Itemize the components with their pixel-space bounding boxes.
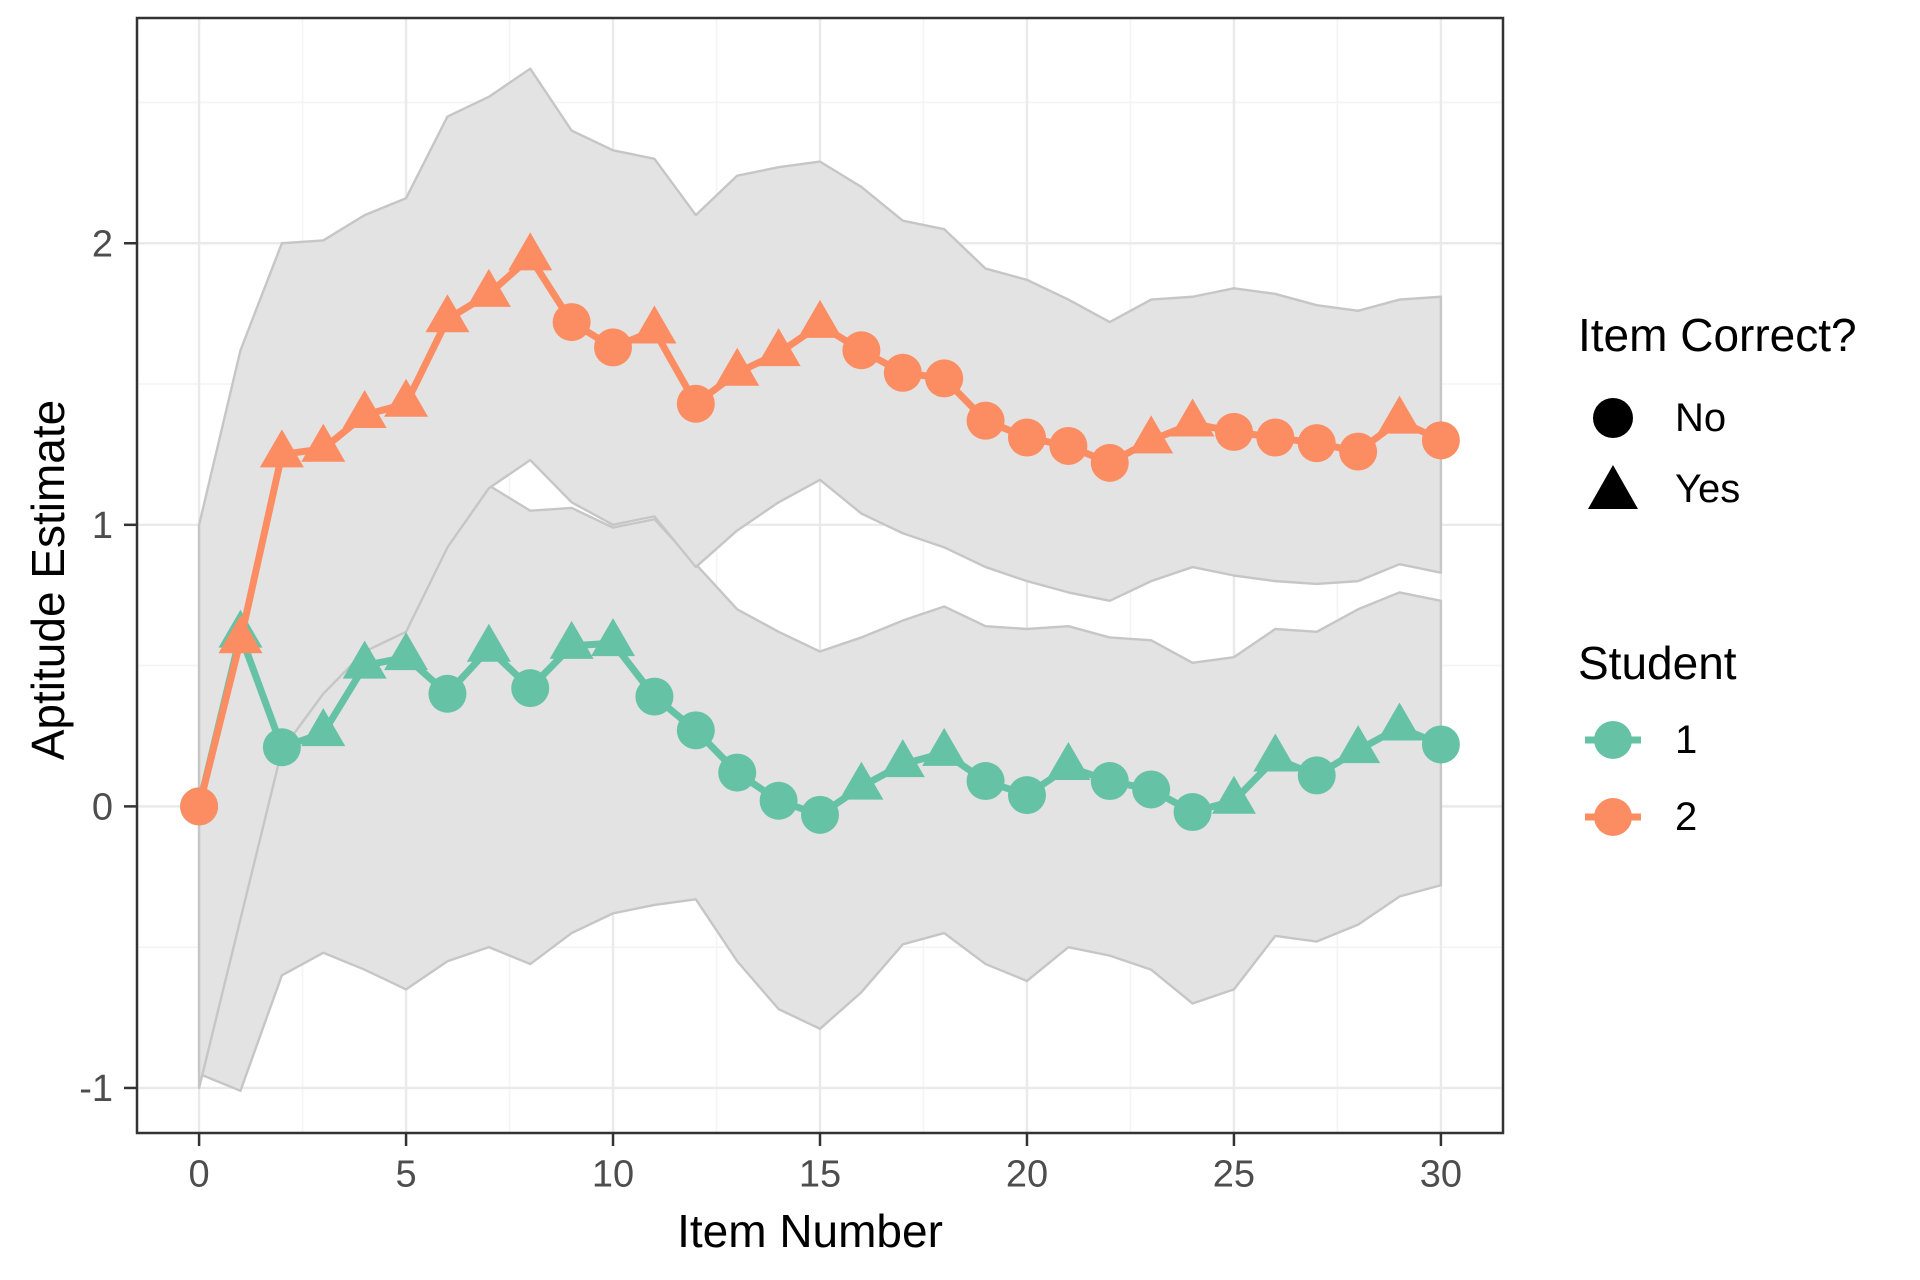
data-point-circle — [1007, 776, 1046, 815]
x-tick-label: 25 — [1213, 1153, 1255, 1195]
data-point-circle — [966, 762, 1005, 801]
data-point-triangle — [756, 328, 801, 367]
data-point-triangle — [549, 620, 594, 659]
data-point-circle — [883, 353, 922, 392]
data-point-circle — [1256, 418, 1295, 457]
data-point-triangle — [466, 623, 511, 662]
data-point-circle — [428, 674, 467, 713]
x-axis-title: Item Number — [677, 1205, 943, 1257]
panel-border — [135, 16, 1505, 1135]
data-point-circle — [1421, 421, 1460, 460]
data-point-triangle — [1253, 733, 1298, 772]
data-point-circle — [1007, 418, 1046, 457]
data-point-triangle — [342, 640, 387, 679]
data-point-triangle — [1211, 775, 1256, 814]
data-point-triangle — [1170, 398, 1215, 437]
legend-label-yes: Yes — [1675, 466, 1741, 511]
legend-item-student-1: 1 — [1585, 712, 1697, 768]
data-point-circle — [1339, 432, 1378, 471]
data-point-triangle — [1046, 741, 1091, 780]
data-point-triangle — [259, 429, 304, 468]
data-point-circle — [1090, 762, 1129, 801]
data-point-circle — [1297, 756, 1336, 795]
y-tick-label: 2 — [92, 223, 113, 265]
student-1-key-icon — [1585, 721, 1641, 759]
data-point-triangle — [1336, 725, 1381, 764]
x-tick-label: 30 — [1420, 1153, 1462, 1195]
data-point-triangle — [301, 708, 346, 747]
data-point-triangle — [301, 423, 346, 462]
legend-item-yes: Yes — [1585, 461, 1740, 517]
legend-item-no: No — [1585, 390, 1726, 446]
data-point-triangle — [1129, 415, 1174, 454]
data-point-circle — [262, 728, 301, 767]
circle-marker-icon — [1593, 398, 1633, 438]
x-tick-label: 0 — [189, 1153, 210, 1195]
data-point-circle — [180, 787, 219, 826]
data-point-triangle — [1377, 395, 1422, 434]
y-axis: -1 0 1 2 — [79, 223, 137, 1110]
data-point-circle — [676, 711, 715, 750]
data-point-circle — [842, 331, 881, 370]
data-point-circle — [511, 669, 550, 708]
x-axis: 0 5 10 15 20 25 30 — [189, 1133, 1462, 1195]
data-point-triangle — [342, 390, 387, 429]
data-point-circle — [1090, 443, 1129, 482]
data-point-triangle — [466, 268, 511, 307]
data-point-triangle — [384, 632, 429, 671]
data-point-triangle — [880, 739, 925, 778]
data-point-circle — [925, 359, 964, 398]
y-tick-label: -1 — [79, 1068, 113, 1110]
triangle-marker-icon — [1588, 465, 1638, 509]
data-point-circle — [1132, 770, 1171, 809]
student-2-key-icon — [1585, 798, 1641, 836]
confidence-ribbon-student-2 — [197, 67, 1443, 1090]
x-tick-label: 15 — [799, 1153, 841, 1195]
y-tick-label: 1 — [92, 505, 113, 547]
x-tick-label: 10 — [592, 1153, 634, 1195]
data-point-triangle — [591, 618, 636, 657]
y-axis-title: Aptitude Estimate — [22, 399, 74, 761]
x-tick-label: 5 — [395, 1153, 416, 1195]
data-point-triangle — [384, 378, 429, 417]
data-point-circle — [759, 781, 798, 820]
data-point-circle — [1214, 412, 1253, 451]
data-point-triangle — [839, 761, 884, 800]
data-point-triangle — [508, 232, 553, 271]
data-point-circle — [594, 328, 633, 367]
legend-title-item-correct: Item Correct? — [1578, 309, 1857, 361]
data-point-triangle — [798, 299, 842, 338]
data-point-triangle — [1377, 702, 1422, 741]
data-point-triangle — [425, 294, 470, 333]
data-point-triangle — [922, 727, 967, 766]
data-point-circle — [1049, 426, 1088, 465]
series-student-2 — [180, 232, 1460, 826]
data-point-triangle — [218, 615, 263, 654]
series-student-1 — [180, 609, 1460, 834]
y-tick-label: 0 — [92, 786, 113, 828]
data-point-circle — [1421, 725, 1460, 764]
confidence-ribbon-student-1 — [197, 484, 1443, 1092]
data-point-circle — [1297, 424, 1336, 463]
data-point-circle — [718, 753, 757, 792]
x-tick-label: 20 — [1006, 1153, 1048, 1195]
data-point-circle — [552, 303, 591, 342]
data-point-circle — [966, 401, 1005, 440]
legend-label-student-1: 1 — [1675, 717, 1698, 762]
data-point-triangle — [715, 347, 760, 386]
legend-label-student-2: 2 — [1675, 794, 1698, 839]
legend-title-student: Student — [1578, 637, 1737, 689]
data-point-circle — [801, 795, 839, 834]
legend-item-student-2: 2 — [1585, 789, 1697, 845]
data-point-circle — [635, 677, 674, 716]
data-point-circle — [1173, 793, 1212, 832]
legend-label-no: No — [1675, 395, 1727, 440]
data-point-triangle — [632, 305, 677, 344]
data-point-circle — [676, 384, 715, 423]
